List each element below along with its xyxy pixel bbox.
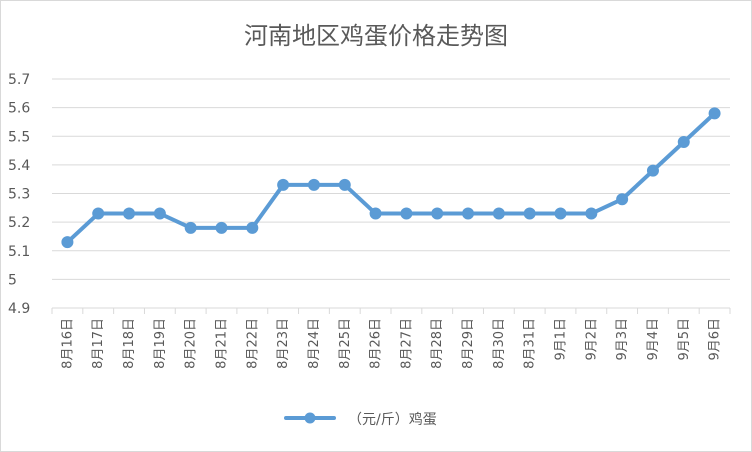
data-point [585, 207, 598, 220]
x-tick-label: 9月6日 [708, 318, 723, 361]
x-tick-label: 8月16日 [60, 318, 75, 369]
x-tick-label: 8月29日 [461, 318, 476, 369]
data-point [246, 221, 259, 234]
data-point [554, 207, 567, 220]
series-group [61, 107, 721, 249]
series-line [65, 111, 717, 245]
data-point [462, 207, 475, 220]
y-tick-label: 5.1 [8, 244, 30, 260]
data-point [277, 178, 290, 191]
x-tick-label: 8月27日 [399, 318, 414, 369]
x-tick-label: 8月28日 [430, 318, 445, 369]
x-tick-label: 9月4日 [646, 318, 661, 361]
data-point [123, 207, 136, 220]
data-point [215, 221, 228, 234]
x-tick-label: 9月3日 [615, 318, 630, 361]
data-point [184, 221, 197, 234]
x-tick-label: 8月25日 [338, 318, 353, 369]
x-tick-label: 8月18日 [122, 318, 137, 369]
data-point [646, 164, 659, 177]
x-tick-label: 9月1日 [554, 318, 569, 361]
x-tick-label: 8月24日 [307, 318, 322, 369]
y-tick-label: 5.3 [8, 187, 30, 203]
y-axis-ticks: 5.7 5.6 5.5 5.4 5.3 5.2 5.1 5 4.9 [8, 72, 30, 317]
legend-label: （元/斤）鸡蛋 [348, 411, 437, 428]
data-point [153, 207, 166, 220]
x-tick-label: 8月22日 [245, 318, 260, 369]
x-tick-label: 8月17日 [91, 318, 106, 369]
data-point [92, 207, 105, 220]
data-point [708, 107, 721, 120]
x-tick-label: 9月5日 [677, 318, 692, 361]
y-tick-label: 5.7 [8, 72, 30, 88]
data-point [61, 236, 74, 249]
y-tick-label: 5.5 [8, 129, 30, 145]
data-point [338, 178, 351, 191]
y-tick-label: 5.6 [8, 101, 30, 117]
x-tick-label: 8月26日 [369, 318, 384, 369]
data-point [400, 207, 413, 220]
data-point [431, 207, 444, 220]
data-point [523, 207, 536, 220]
x-tick-label: 8月19日 [153, 318, 168, 369]
data-point [307, 178, 320, 191]
x-tick-label: 8月21日 [215, 318, 230, 369]
y-tick-label: 5.4 [8, 158, 30, 174]
x-tick-label: 8月30日 [492, 318, 507, 369]
data-point [677, 135, 690, 148]
x-tick-label: 8月23日 [276, 318, 291, 369]
x-axis-ticks: 8月16日 8月17日 8月18日 8月19日 8月20日 8月21日 8月22日 8月23日… [51, 308, 731, 369]
data-point [616, 193, 629, 206]
x-tick-label: 9月2日 [584, 318, 599, 361]
legend: （元/斤）鸡蛋 [284, 411, 437, 428]
y-tick-label: 5 [8, 272, 17, 288]
data-point [492, 207, 505, 220]
x-tick-label: 8月20日 [184, 318, 199, 369]
y-tick-label: 4.9 [8, 301, 30, 317]
data-point [369, 207, 382, 220]
x-tick-label: 8月31日 [523, 318, 538, 369]
legend-marker [304, 412, 316, 424]
chart-title: 河南地区鸡蛋价格走势图 [244, 22, 508, 50]
y-tick-label: 5.2 [8, 215, 30, 231]
